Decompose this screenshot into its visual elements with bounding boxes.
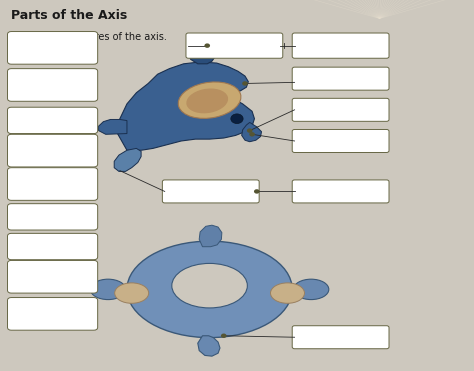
Circle shape [254, 189, 260, 194]
FancyBboxPatch shape [292, 180, 389, 203]
Polygon shape [242, 122, 262, 142]
Polygon shape [188, 42, 217, 64]
Text: Label the structures of the axis.: Label the structures of the axis. [11, 32, 167, 42]
Polygon shape [99, 119, 127, 134]
FancyBboxPatch shape [292, 33, 389, 58]
Text: Vertebral foramen: Vertebral foramen [11, 242, 94, 251]
Circle shape [221, 334, 227, 338]
FancyBboxPatch shape [8, 260, 98, 293]
FancyBboxPatch shape [292, 98, 389, 121]
FancyBboxPatch shape [8, 204, 98, 230]
Ellipse shape [178, 82, 241, 118]
Circle shape [242, 81, 248, 86]
Circle shape [249, 132, 255, 137]
Polygon shape [118, 62, 255, 150]
Text: Transverse
foramen: Transverse foramen [28, 304, 77, 324]
Circle shape [204, 43, 210, 48]
Text: Parts of the Axis: Parts of the Axis [11, 9, 128, 22]
Ellipse shape [293, 279, 329, 300]
Text: Superior articular
facet: Superior articular facet [13, 267, 92, 286]
FancyBboxPatch shape [8, 134, 98, 167]
Text: Spinous process: Spinous process [16, 43, 89, 52]
Ellipse shape [172, 263, 247, 308]
Ellipse shape [91, 279, 126, 300]
Polygon shape [199, 225, 222, 247]
Ellipse shape [271, 283, 304, 303]
FancyBboxPatch shape [292, 67, 389, 90]
FancyBboxPatch shape [292, 326, 389, 349]
Text: Body: Body [41, 116, 64, 125]
Polygon shape [198, 336, 220, 356]
FancyBboxPatch shape [292, 129, 389, 152]
FancyBboxPatch shape [8, 233, 98, 260]
FancyBboxPatch shape [163, 180, 259, 203]
FancyBboxPatch shape [8, 69, 98, 101]
Ellipse shape [186, 89, 228, 113]
Text: Inferior articular
process: Inferior articular process [16, 141, 90, 160]
Text: Anterior articular
facet: Anterior articular facet [14, 174, 91, 194]
FancyBboxPatch shape [8, 168, 98, 200]
Text: Transverse
process: Transverse process [28, 75, 77, 95]
Circle shape [247, 128, 253, 133]
Text: Dens: Dens [41, 213, 64, 221]
Ellipse shape [115, 283, 149, 303]
FancyBboxPatch shape [186, 33, 283, 58]
Circle shape [231, 114, 243, 124]
FancyBboxPatch shape [8, 32, 98, 64]
Ellipse shape [127, 241, 292, 338]
FancyBboxPatch shape [8, 107, 98, 134]
Polygon shape [114, 148, 141, 171]
FancyBboxPatch shape [8, 298, 98, 330]
